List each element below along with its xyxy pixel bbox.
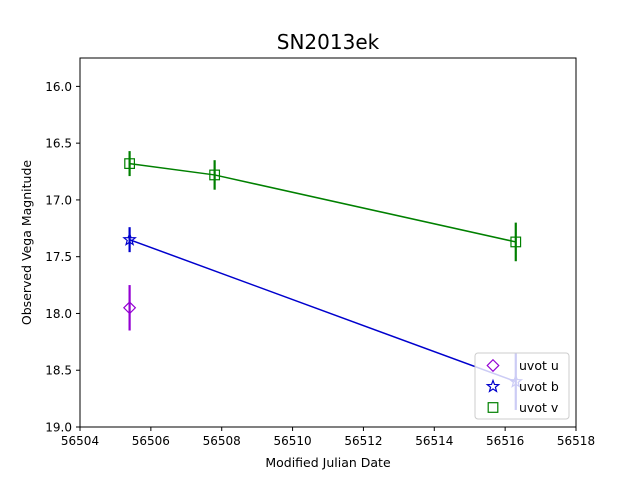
y-tick-label: 18.5 <box>45 364 72 378</box>
legend: uvot u uvot b uvot v <box>474 352 570 420</box>
x-tick-label: 56514 <box>415 434 453 448</box>
data-point-uvot-v <box>510 236 522 248</box>
y-axis: 16.0 16.5 17.0 17.5 18.0 18.5 19.0 <box>45 80 80 435</box>
chart-title: SN2013ek <box>277 30 380 54</box>
y-tick-label: 19.0 <box>45 421 72 435</box>
legend-label-uvot-u: uvot u <box>519 358 559 373</box>
plot-frame <box>79 57 577 428</box>
legend-marker-uvot-v <box>487 402 499 413</box>
data-point-uvot-b <box>122 231 137 246</box>
series-uvot-v <box>124 151 522 262</box>
legend-label-uvot-b: uvot b <box>519 379 559 394</box>
legend-box <box>474 352 570 420</box>
y-tick-label: 16.5 <box>45 137 72 151</box>
data-point-uvot-v <box>209 169 221 181</box>
legend-label-uvot-v: uvot v <box>519 400 559 415</box>
x-tick-label: 56506 <box>132 434 170 448</box>
x-tick-label: 56516 <box>486 434 524 448</box>
legend-marker-uvot-b <box>485 378 501 393</box>
x-tick-label: 56518 <box>557 434 595 448</box>
x-axis-label: Modified Julian Date <box>265 455 391 470</box>
x-axis: 56504 56506 56508 56510 56512 56514 56516 56518 <box>61 427 595 448</box>
series-line-uvot-b <box>129 238 517 383</box>
series-uvot-b <box>122 227 524 410</box>
y-tick-label: 17.0 <box>45 193 72 207</box>
y-tick-label: 17.5 <box>45 250 72 264</box>
data-point-uvot-u <box>122 301 137 315</box>
data-point-uvot-v <box>124 158 136 169</box>
legend-marker-uvot-u <box>486 358 500 373</box>
series-uvot-u <box>122 285 137 331</box>
x-tick-label: 56510 <box>273 434 311 448</box>
y-tick-label: 18.0 <box>45 307 72 321</box>
x-tick-label: 56504 <box>61 434 99 448</box>
series-line-uvot-v <box>129 162 516 243</box>
x-tick-label: 56512 <box>344 434 382 448</box>
x-tick-label: 56508 <box>203 434 241 448</box>
y-axis-label: Observed Vega Magnitude <box>19 160 34 325</box>
y-tick-label: 16.0 <box>45 80 72 94</box>
